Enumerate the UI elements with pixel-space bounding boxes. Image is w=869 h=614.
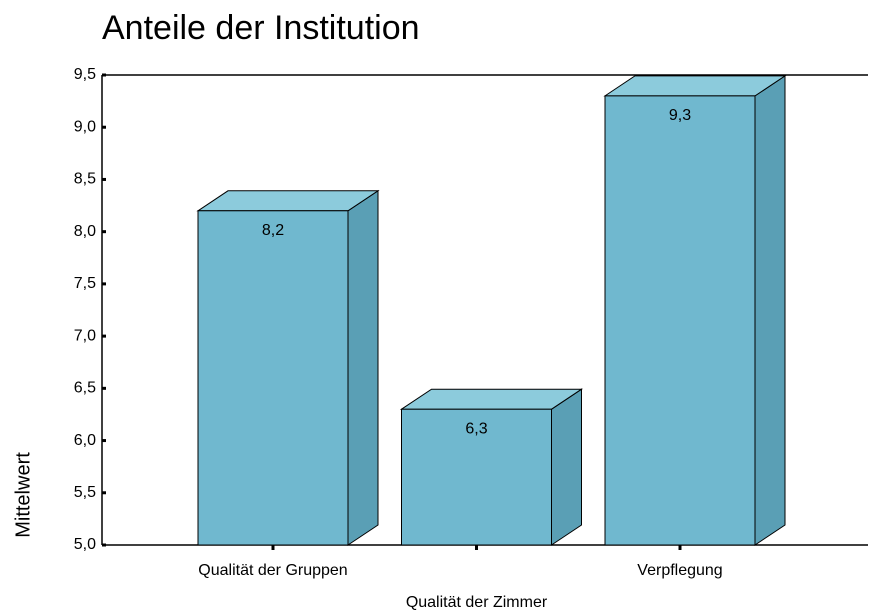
y-tick-label: 7,0 bbox=[74, 327, 96, 344]
y-tick-label: 6,5 bbox=[74, 380, 96, 397]
y-tick-label: 5,5 bbox=[74, 484, 96, 501]
y-tick-label: 9,5 bbox=[74, 66, 96, 83]
bar-top bbox=[399, 388, 584, 410]
value-label: 8,2 bbox=[262, 222, 284, 239]
y-tick-label: 9,0 bbox=[74, 118, 96, 135]
bar-top bbox=[196, 190, 380, 212]
bar bbox=[401, 408, 552, 546]
bar-side bbox=[347, 189, 379, 546]
value-label: 6,3 bbox=[465, 420, 487, 437]
y-tick-label: 8,0 bbox=[74, 223, 96, 240]
y-tick-label: 5,0 bbox=[74, 536, 96, 553]
y-tick-label: 8,5 bbox=[74, 171, 96, 188]
x-tick-label: Verpflegung bbox=[637, 562, 722, 579]
y-axis-label: Mittelwert bbox=[12, 452, 34, 538]
y-tick-label: 7,5 bbox=[74, 275, 96, 292]
x-tick-label: Qualität der Zimmer bbox=[406, 594, 548, 611]
bar bbox=[197, 210, 349, 546]
bar bbox=[604, 95, 756, 546]
y-tick-label: 6,0 bbox=[74, 432, 96, 449]
bar-side bbox=[551, 388, 582, 546]
bar-top bbox=[603, 75, 787, 97]
chart-title: Anteile der Institution bbox=[102, 9, 420, 47]
bar-side bbox=[754, 74, 786, 546]
value-label: 9,3 bbox=[669, 107, 691, 124]
x-tick-label: Qualität der Gruppen bbox=[198, 562, 347, 579]
